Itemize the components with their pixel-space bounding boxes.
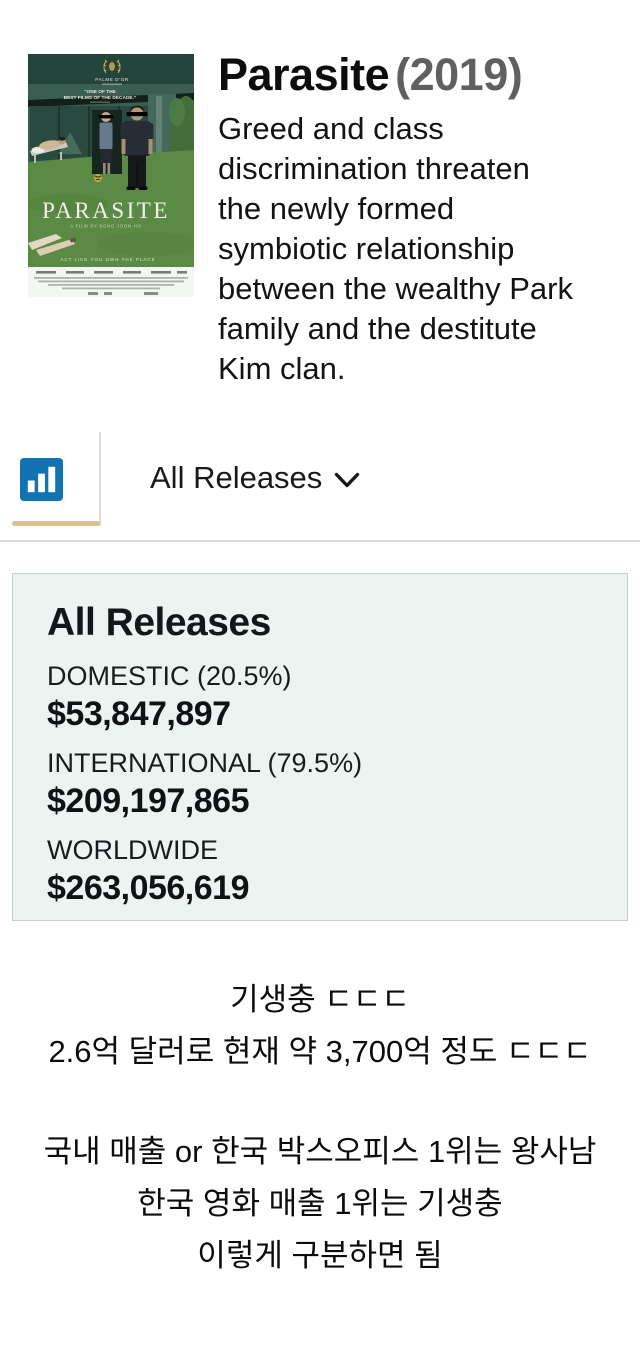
release-group-selector[interactable]: All Releases (150, 430, 360, 526)
chevron-down-icon (335, 472, 360, 487)
synopsis-line: between the wealthy Park (218, 271, 573, 306)
comment-line: 이렇게 구분하면 됨 (197, 1238, 443, 1273)
metric-row: INTERNATIONAL (79.5%) $209,197,865 (47, 747, 607, 820)
movie-synopsis: Greed and class discrimination threaten … (218, 109, 638, 389)
all-releases-summary: All Releases DOMESTIC (20.5%) $53,847,89… (12, 573, 628, 921)
poster-tagline: ACT LIKE YOU OWN THE PLACE (60, 257, 155, 262)
metric-row: WORLDWIDE $263,056,619 (47, 834, 607, 907)
movie-title: Parasite (218, 49, 390, 100)
poster-title: PARASITE (42, 198, 170, 223)
poster-award-label: PALME D'OR (95, 77, 129, 82)
movie-header: Parasite (2019) Greed and class discrimin… (218, 47, 638, 389)
comment-line: 국내 매출 or 한국 박스오피스 1위는 왕사남 (43, 1134, 597, 1169)
comment-line: 기생충 ㄷㄷㄷ (230, 982, 410, 1017)
metric-value-worldwide: $263,056,619 (47, 869, 249, 907)
active-tab-underline (12, 521, 100, 526)
synopsis-line: Kim clan. (218, 351, 346, 386)
comment-group: 국내 매출 or 한국 박스오피스 1위는 왕사남 한국 영화 매출 1위는 기… (0, 1126, 640, 1282)
metric-row: DOMESTIC (20.5%) $53,847,897 (47, 660, 607, 733)
tab-strip: All Releases (0, 430, 640, 526)
metric-label-international: INTERNATIONAL (79.5%) (47, 748, 363, 778)
release-group-label: All Releases (150, 460, 323, 495)
tab-releases[interactable] (12, 430, 100, 526)
synopsis-line: symbiotic relationship (218, 231, 515, 266)
synopsis-line: family and the destitute (218, 311, 537, 346)
tab-separator (99, 432, 101, 526)
metric-value-domestic: $53,847,897 (47, 695, 231, 733)
comment-line: 2.6억 달러로 현재 약 3,700억 정도 ㄷㄷㄷ (48, 1034, 592, 1069)
comment-line: 한국 영화 매출 1위는 기생충 (137, 1186, 503, 1221)
page-title: Parasite (2019) (218, 47, 638, 103)
synopsis-line: Greed and class (218, 111, 444, 146)
movie-year: (2019) (395, 49, 523, 100)
synopsis-line: discrimination threaten (218, 151, 530, 186)
palme-dor-laurel (103, 59, 121, 74)
metric-label-worldwide: WORLDWIDE (47, 835, 218, 865)
movie-poster[interactable]: PALME D'OR “ONE OF THE BEST FILMS OF THE… (28, 54, 194, 297)
poster-quote-line1: “ONE OF THE (84, 89, 117, 95)
poster-credit: A FILM BY BONG JOON HO (70, 224, 141, 229)
poster-quote-line2: BEST FILMS OF THE DECADE.” (64, 95, 137, 101)
comment-text: 기생충 ㄷㄷㄷ 2.6억 달러로 현재 약 3,700억 정도 ㄷㄷㄷ 국내 매… (0, 974, 640, 1282)
metric-label-domestic: DOMESTIC (20.5%) (47, 661, 292, 691)
summary-heading: All Releases (47, 601, 271, 644)
section-divider (0, 540, 640, 542)
synopsis-line: the newly formed (218, 191, 455, 226)
comment-group: 기생충 ㄷㄷㄷ 2.6억 달러로 현재 약 3,700억 정도 ㄷㄷㄷ (0, 974, 640, 1078)
poster-credits (34, 271, 188, 295)
bar-chart-icon (20, 458, 63, 501)
metric-value-international: $209,197,865 (47, 782, 249, 820)
